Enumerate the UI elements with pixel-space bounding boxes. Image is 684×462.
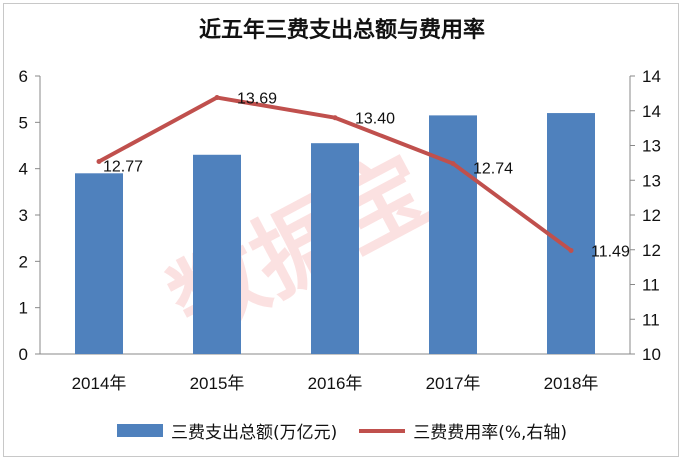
legend-item-line: 三费费用率(%,右轴) bbox=[359, 418, 567, 443]
legend-label-line: 三费费用率(%,右轴) bbox=[413, 423, 568, 443]
line-point bbox=[332, 115, 338, 121]
legend-label-bar: 三费支出总额(万亿元) bbox=[170, 423, 338, 443]
line-data-label: 13.69 bbox=[237, 91, 277, 108]
x-tick-label: 2014年 bbox=[72, 374, 127, 393]
right-y-tick-label: 12 bbox=[642, 206, 661, 225]
left-y-tick-label: 3 bbox=[19, 206, 28, 225]
chart-frame bbox=[3, 3, 679, 457]
left-y-tick-label: 0 bbox=[19, 345, 28, 364]
legend-line-swatch bbox=[359, 428, 406, 433]
bar-2018年 bbox=[547, 113, 595, 354]
line-data-label: 11.49 bbox=[591, 243, 630, 260]
x-tick-label: 2017年 bbox=[426, 374, 481, 393]
right-y-tick-label: 12 bbox=[642, 241, 661, 260]
x-tick-label: 2015年 bbox=[190, 374, 245, 393]
line-data-label: 12.74 bbox=[473, 161, 513, 178]
legend: 三费支出总额(万亿元) 三费费用率(%,右轴) bbox=[0, 418, 684, 443]
left-y-tick-label: 5 bbox=[19, 113, 28, 132]
line-point bbox=[450, 161, 456, 167]
legend-bar-swatch bbox=[116, 424, 163, 437]
right-y-tick-label: 11 bbox=[642, 310, 660, 329]
bar-2015年 bbox=[193, 154, 241, 354]
left-y-tick-label: 4 bbox=[19, 160, 28, 179]
line-data-label: 12.77 bbox=[103, 158, 143, 175]
line-point bbox=[96, 158, 102, 164]
right-y-tick-label: 14 bbox=[642, 102, 661, 121]
right-y-tick-label: 11 bbox=[642, 276, 660, 295]
left-y-tick-label: 6 bbox=[19, 67, 28, 86]
x-tick-label: 2016年 bbox=[308, 374, 363, 393]
right-y-tick-label: 10 bbox=[642, 345, 661, 364]
bar-2016年 bbox=[311, 143, 359, 354]
x-tick-label: 2018年 bbox=[544, 374, 599, 393]
chart-title: 近五年三费支出总额与费用率 bbox=[198, 18, 485, 43]
left-y-tick-label: 1 bbox=[19, 299, 28, 318]
right-y-tick-label: 14 bbox=[642, 67, 661, 86]
line-data-label: 13.40 bbox=[355, 111, 395, 128]
left-y-tick-label: 2 bbox=[19, 252, 28, 271]
line-point bbox=[568, 247, 574, 253]
right-y-tick-label: 13 bbox=[642, 137, 661, 156]
bar-2014年 bbox=[75, 173, 123, 354]
right-y-tick-label: 13 bbox=[642, 171, 661, 190]
line-point bbox=[214, 95, 220, 101]
bar-2017年 bbox=[429, 115, 477, 354]
legend-item-bar: 三费支出总额(万亿元) bbox=[116, 418, 338, 443]
